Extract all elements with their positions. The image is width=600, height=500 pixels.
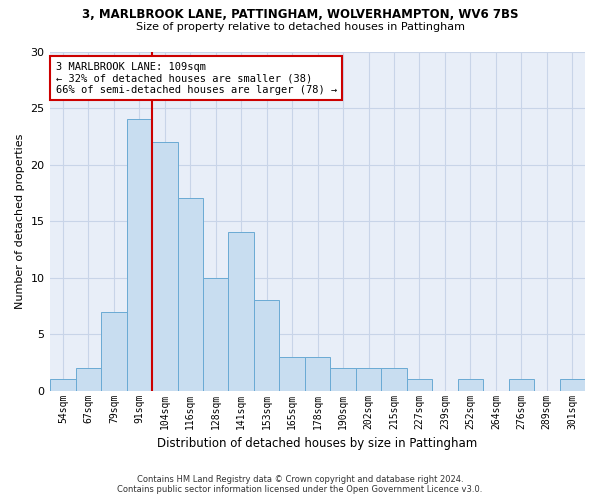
Bar bbox=[152, 142, 178, 390]
Text: Size of property relative to detached houses in Pattingham: Size of property relative to detached ho… bbox=[136, 22, 464, 32]
Bar bbox=[254, 300, 280, 390]
Bar bbox=[509, 380, 534, 390]
Bar bbox=[305, 356, 331, 390]
Bar bbox=[203, 278, 229, 390]
Bar bbox=[101, 312, 127, 390]
Bar bbox=[331, 368, 356, 390]
Text: 3 MARLBROOK LANE: 109sqm
← 32% of detached houses are smaller (38)
66% of semi-d: 3 MARLBROOK LANE: 109sqm ← 32% of detach… bbox=[56, 62, 337, 95]
Y-axis label: Number of detached properties: Number of detached properties bbox=[15, 134, 25, 309]
Bar bbox=[280, 356, 305, 390]
Bar bbox=[127, 120, 152, 390]
Bar bbox=[407, 380, 432, 390]
Text: Contains HM Land Registry data © Crown copyright and database right 2024.
Contai: Contains HM Land Registry data © Crown c… bbox=[118, 474, 482, 494]
X-axis label: Distribution of detached houses by size in Pattingham: Distribution of detached houses by size … bbox=[157, 437, 478, 450]
Bar bbox=[178, 198, 203, 390]
Bar bbox=[50, 380, 76, 390]
Bar bbox=[229, 232, 254, 390]
Bar bbox=[458, 380, 483, 390]
Bar bbox=[381, 368, 407, 390]
Bar bbox=[560, 380, 585, 390]
Text: 3, MARLBROOK LANE, PATTINGHAM, WOLVERHAMPTON, WV6 7BS: 3, MARLBROOK LANE, PATTINGHAM, WOLVERHAM… bbox=[82, 8, 518, 20]
Bar bbox=[356, 368, 381, 390]
Bar bbox=[76, 368, 101, 390]
